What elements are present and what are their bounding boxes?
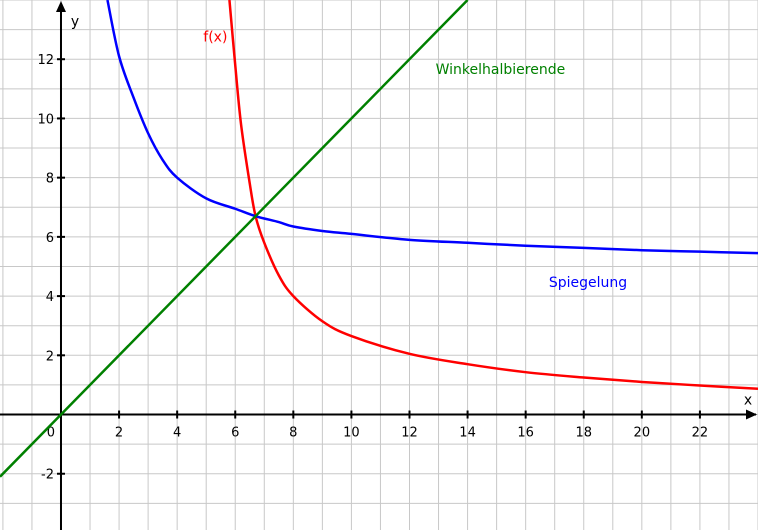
x-tick-label: 22 <box>692 426 709 441</box>
series-winkelhalbierende-line <box>0 0 469 478</box>
y-tick-label: 10 <box>37 112 54 127</box>
annotation-f-x: f(x) <box>203 29 227 45</box>
x-tick-label: 12 <box>401 426 418 441</box>
x-tick-label: 6 <box>231 426 239 441</box>
y-tick-label: 8 <box>46 172 54 187</box>
series-spiegelung-line <box>106 0 758 255</box>
y-axis-label: y <box>71 14 79 30</box>
series-f-x-line <box>228 0 758 391</box>
x-tick-label: 16 <box>517 426 534 441</box>
x-axis-arrow <box>746 409 757 420</box>
x-tick-label: 8 <box>289 426 297 441</box>
x-tick-label: 20 <box>634 426 651 441</box>
y-axis-arrow <box>55 1 66 12</box>
x-axis-label: x <box>744 393 752 409</box>
x-tick-label: 10 <box>343 426 360 441</box>
x-tick-label: 14 <box>459 426 476 441</box>
y-tick-label: 6 <box>46 231 54 246</box>
x-tick-label: 18 <box>575 426 592 441</box>
x-tick-label: 2 <box>115 426 123 441</box>
curves <box>0 0 758 478</box>
y-tick-label: 4 <box>46 290 54 305</box>
x-tick-label: 4 <box>173 426 181 441</box>
y-tick-label: 12 <box>37 53 54 68</box>
annotation-winkelhalbierende: Winkelhalbierende <box>436 62 566 78</box>
origin-label: 0 <box>47 426 55 441</box>
ticks: 2 4 6 8 10 12 14 16 18 20 22 -2 2 4 6 8 10 12 0 x y <box>37 14 752 483</box>
y-tick-label: 2 <box>46 349 54 364</box>
labels: f(x) Winkelhalbierende Spiegelung <box>203 29 627 291</box>
annotation-spiegelung: Spiegelung <box>549 275 627 291</box>
y-tick-label: -2 <box>41 468 54 483</box>
